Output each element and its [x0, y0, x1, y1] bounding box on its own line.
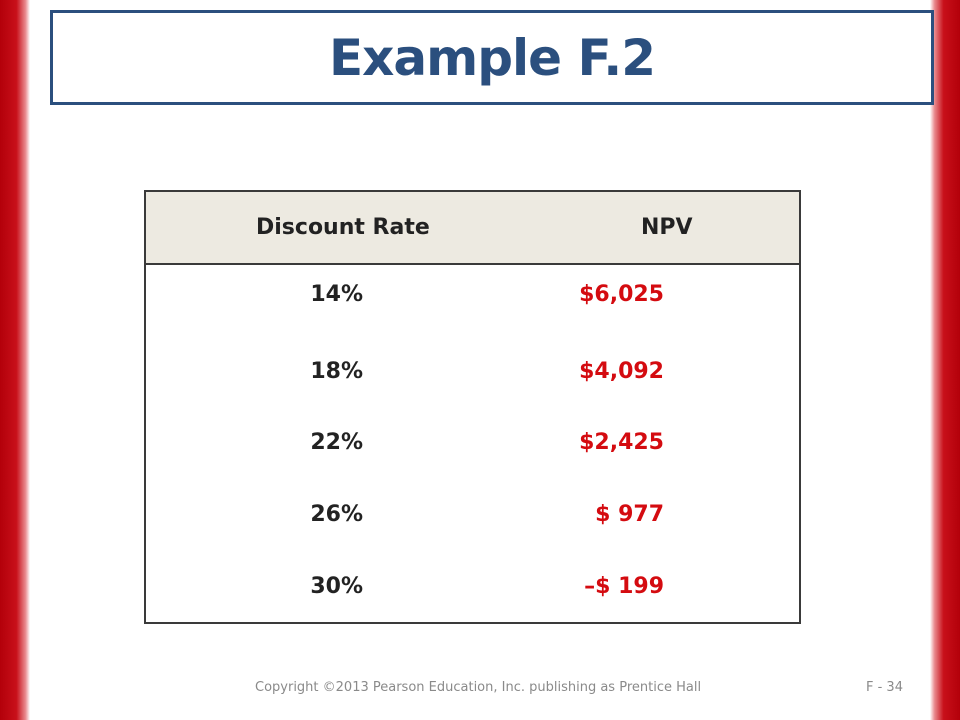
npv-cell: $ 977 [595, 502, 664, 527]
rate-cell: 22% [310, 430, 363, 455]
npv-cell: $2,425 [579, 430, 664, 455]
rate-cell: 30% [310, 574, 363, 599]
table-row: 22% $2,425 [146, 423, 799, 463]
rate-cell: 14% [310, 282, 363, 307]
table-row: 30% –$ 199 [146, 567, 799, 607]
left-accent-bar [0, 0, 30, 720]
title-box: Example F.2 [50, 10, 934, 105]
npv-cell: $6,025 [579, 282, 664, 307]
table-header: Discount Rate NPV [146, 192, 799, 265]
npv-cell: $4,092 [579, 359, 664, 384]
header-npv: NPV [641, 215, 693, 240]
copyright-text: Copyright ©2013 Pearson Education, Inc. … [255, 680, 702, 695]
table-row: 18% $4,092 [146, 352, 799, 392]
npv-cell: –$ 199 [584, 574, 664, 599]
table-row: 14% $6,025 [146, 275, 799, 315]
rate-cell: 26% [310, 502, 363, 527]
table-body: 14% $6,025 18% $4,092 22% $2,425 26% $ 9… [146, 265, 799, 622]
npv-table: Discount Rate NPV 14% $6,025 18% $4,092 … [144, 190, 801, 624]
slide-title: Example F.2 [328, 28, 656, 87]
table-row: 26% $ 977 [146, 495, 799, 535]
header-discount-rate: Discount Rate [256, 215, 430, 240]
right-accent-bar [930, 0, 960, 720]
rate-cell: 18% [310, 359, 363, 384]
page-number: F - 34 [866, 680, 903, 695]
